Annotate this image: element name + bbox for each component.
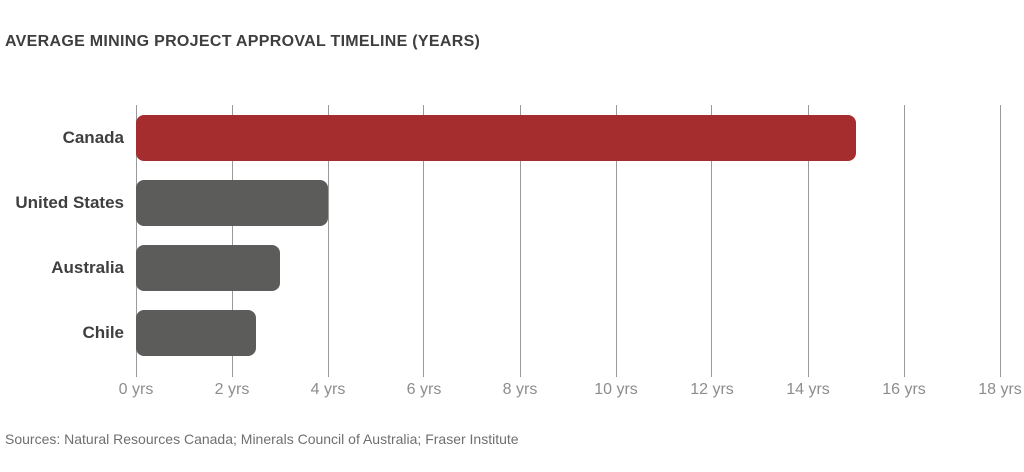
x-tick-label: 4 yrs: [310, 381, 346, 398]
x-tick-label: 8 yrs: [502, 381, 538, 398]
gridline: [135, 105, 137, 377]
x-axis: 0 yrs 2 yrs 4 yrs 6 yrs 8 yrs 10 yrs 12 yrs 14 …: [119, 381, 1022, 401]
bar-chile: [136, 310, 256, 356]
gridline: [711, 105, 713, 377]
category-label: United States: [15, 193, 124, 212]
x-tick-label: 18 yrs: [978, 381, 1022, 398]
bar-chart: Canada United States Australia Chile: [0, 105, 1024, 377]
gridline: [519, 105, 521, 377]
category-label: Canada: [62, 128, 124, 147]
gridline: [903, 105, 905, 377]
source-note: Sources: Natural Resources Canada; Miner…: [5, 431, 519, 447]
x-tick-label: 12 yrs: [690, 381, 734, 398]
chart-title: AVERAGE MINING PROJECT APPROVAL TIMELINE…: [5, 33, 481, 50]
gridline: [999, 105, 1001, 377]
x-tick-label: 10 yrs: [594, 381, 638, 398]
gridline: [423, 105, 425, 377]
category-axis: Canada United States Australia Chile: [0, 105, 124, 377]
x-tick-label: 16 yrs: [882, 381, 926, 398]
gridline: [231, 105, 233, 377]
category-label: Australia: [51, 258, 124, 277]
bar-canada: [136, 115, 856, 161]
gridline: [615, 105, 617, 377]
category-label: Chile: [82, 323, 124, 342]
plot-area: [135, 105, 1001, 377]
x-tick-label: 0 yrs: [118, 381, 154, 398]
bar-united-states: [136, 180, 328, 226]
gridline: [327, 105, 329, 377]
gridline: [807, 105, 809, 377]
x-tick-label: 6 yrs: [406, 381, 442, 398]
bar-australia: [136, 245, 280, 291]
x-tick-label: 2 yrs: [214, 381, 250, 398]
x-tick-label: 14 yrs: [786, 381, 830, 398]
